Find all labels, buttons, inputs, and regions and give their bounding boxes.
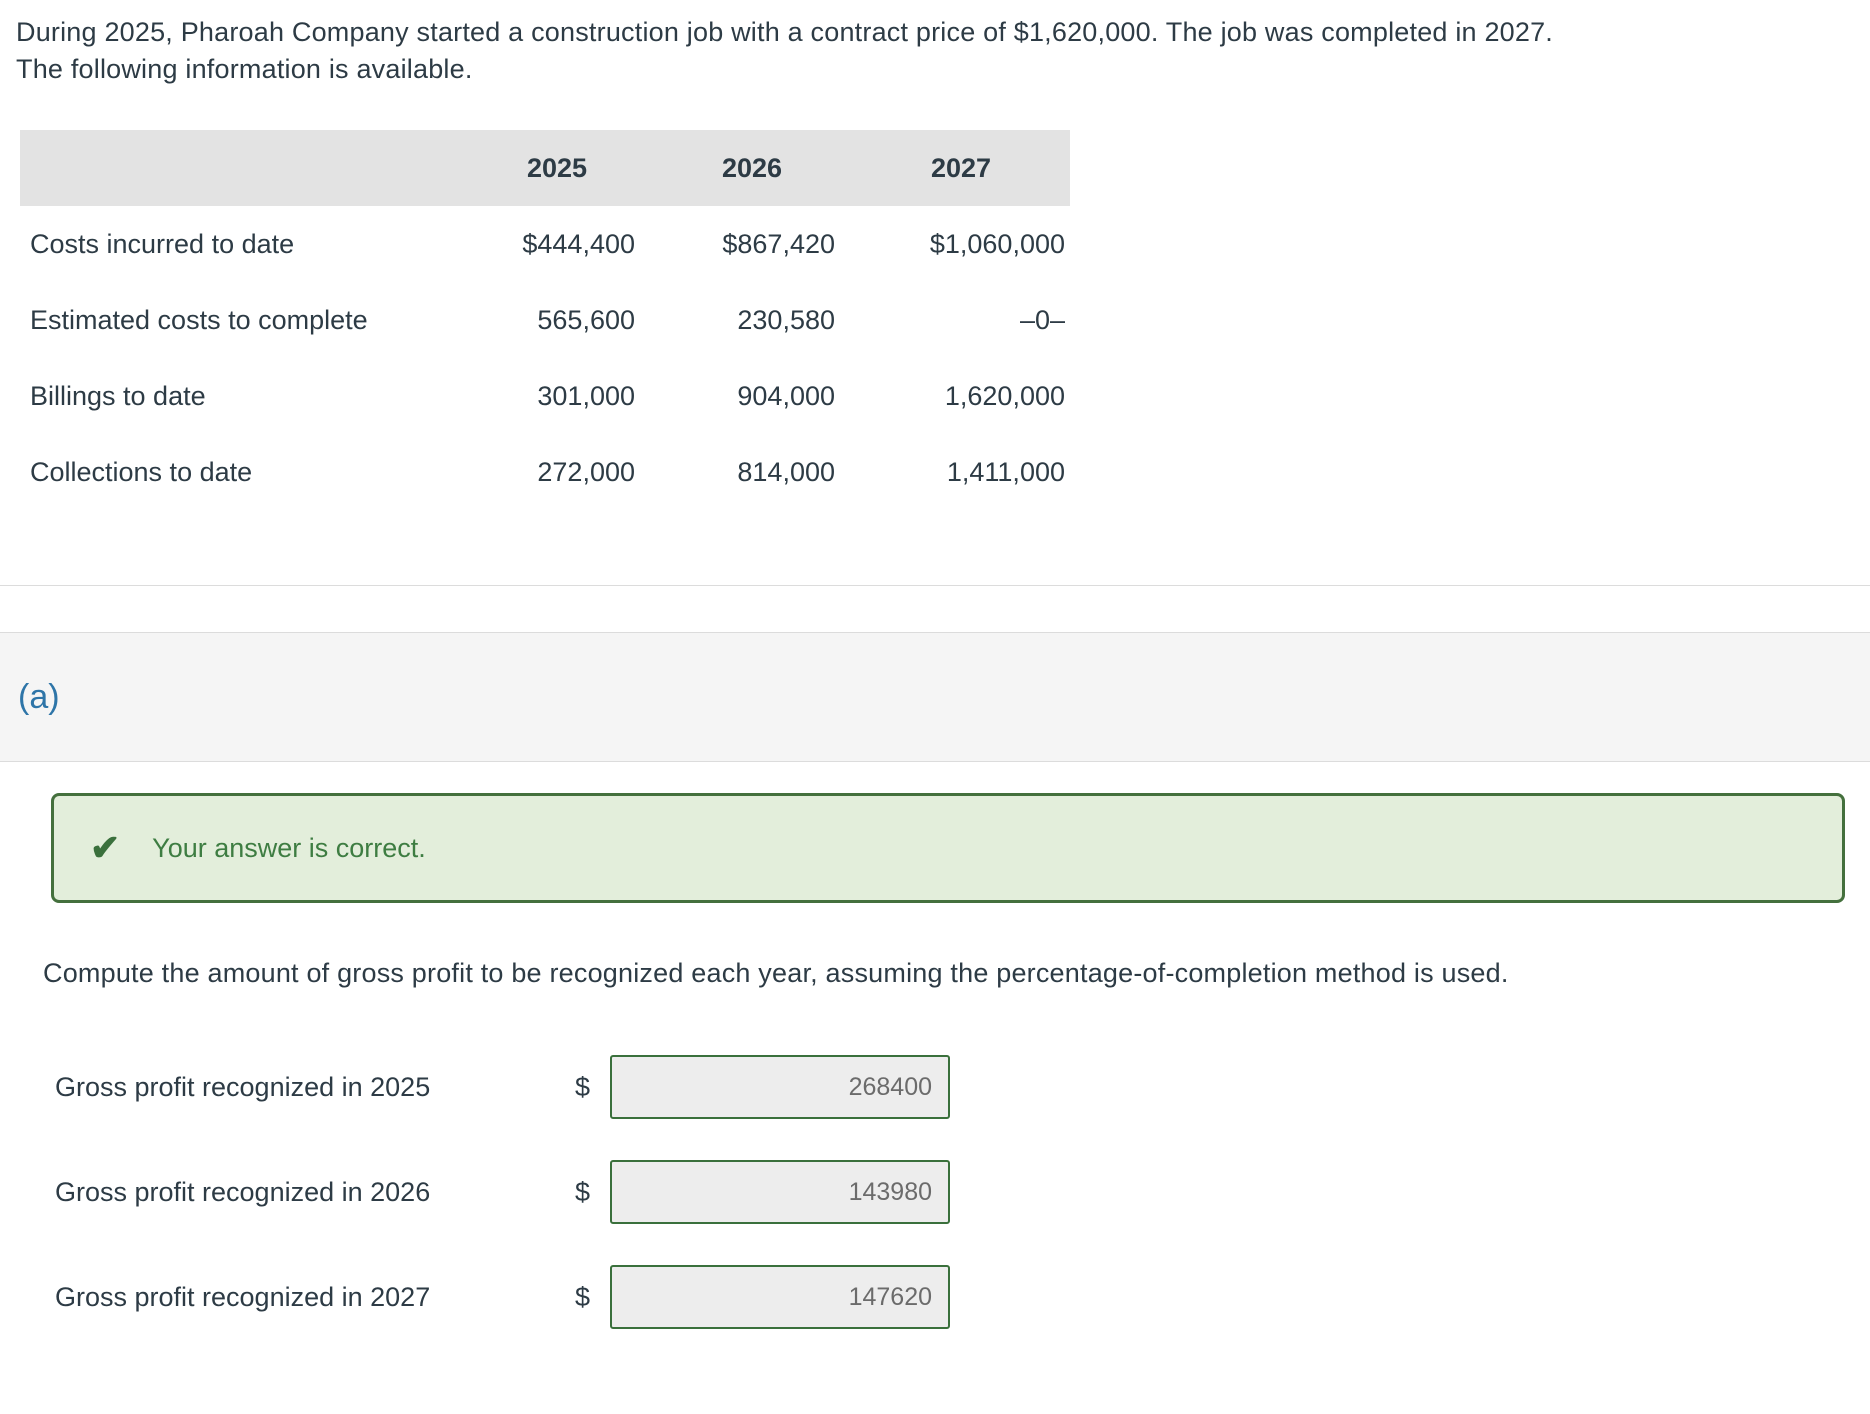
table-cell-value: $867,420 (722, 228, 835, 259)
table-row-label: Estimated costs to complete (30, 304, 368, 335)
checkmark-icon: ✔ (90, 827, 121, 868)
answer-label: Gross profit recognized in 2025 (55, 1071, 431, 1102)
table-cell-value: 565,600 (537, 304, 635, 335)
table-header-empty (20, 130, 462, 206)
table-row-label: Collections to date (30, 456, 253, 487)
table-row: Billings to date 301,000 904,000 1,620,0… (20, 358, 1070, 434)
table-cell-value: 1,411,000 (946, 456, 1065, 487)
dollar-sign: $ (575, 1071, 591, 1102)
table-header-year-2026: 2026 (652, 130, 852, 206)
answers-section: Gross profit recognized in 2025 $ Gross … (55, 1055, 1870, 1329)
answer-row-2027: Gross profit recognized in 2027 $ (55, 1265, 1870, 1329)
gross-profit-2027-input[interactable] (610, 1265, 951, 1329)
table-cell-value: 904,000 (737, 380, 835, 411)
table-cell-value: $1,060,000 (929, 228, 1065, 259)
table-cell-value: 230,580 (737, 304, 835, 335)
table-cell-value: $444,400 (522, 228, 635, 259)
answer-label: Gross profit recognized in 2027 (55, 1281, 431, 1312)
table-row-label: Costs incurred to date (30, 228, 295, 259)
correct-answer-alert: ✔ Your answer is correct. (51, 793, 1845, 903)
answer-label: Gross profit recognized in 2026 (55, 1176, 431, 1207)
part-a-header: (a) (0, 632, 1870, 762)
table-header-row: 2025 2026 2027 (20, 130, 1070, 206)
dollar-sign: $ (575, 1281, 591, 1312)
table-cell-value: 814,000 (737, 456, 835, 487)
table-cell-value: 272,000 (537, 456, 635, 487)
part-a-link[interactable]: (a) (18, 677, 60, 716)
table-row-label: Billings to date (30, 380, 206, 411)
gross-profit-2026-input[interactable] (610, 1160, 951, 1224)
table-cell-value: 1,620,000 (944, 380, 1065, 411)
answer-row-2026: Gross profit recognized in 2026 $ (55, 1160, 1870, 1224)
table-row: Collections to date 272,000 814,000 1,41… (20, 434, 1070, 510)
table-row: Estimated costs to complete 565,600 230,… (20, 282, 1070, 358)
table-cell-value: –0– (1019, 304, 1065, 335)
table-header-year-2025: 2025 (462, 130, 652, 206)
table-row: Costs incurred to date $444,400 $867,420… (20, 206, 1070, 282)
table-header-year-2027: 2027 (852, 130, 1070, 206)
dollar-sign: $ (575, 1176, 591, 1207)
question-prompt: Compute the amount of gross profit to be… (43, 958, 1509, 988)
table-cell-value: 301,000 (537, 380, 635, 411)
gross-profit-2025-input[interactable] (610, 1055, 951, 1119)
answer-row-2025: Gross profit recognized in 2025 $ (55, 1055, 1870, 1119)
alert-message: Your answer is correct. (152, 832, 426, 863)
info-table: 2025 2026 2027 Costs incurred to date $4… (20, 130, 1070, 510)
section-divider (0, 585, 1870, 586)
problem-statement: During 2025, Pharoah Company started a c… (16, 17, 1554, 84)
